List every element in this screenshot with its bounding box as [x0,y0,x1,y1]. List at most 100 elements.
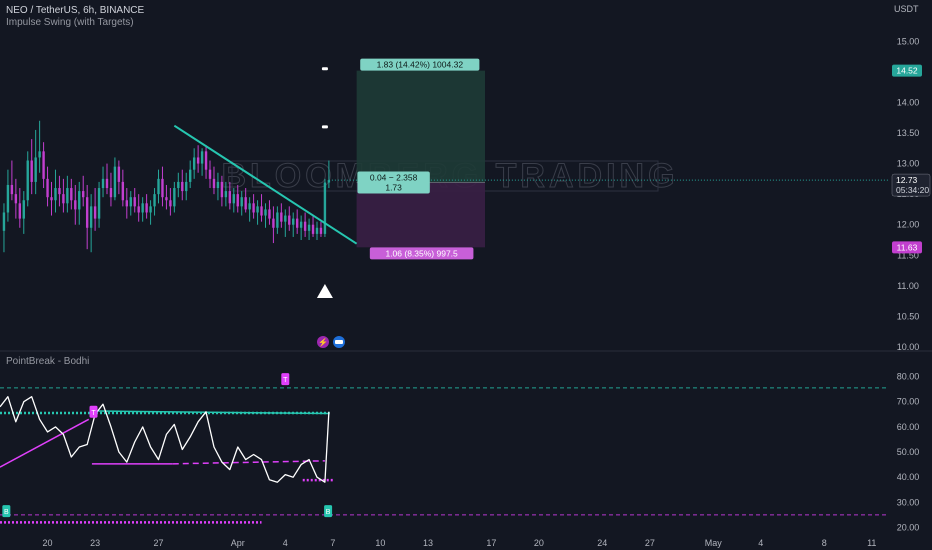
x-tick-label: 17 [486,538,496,548]
candle-body [236,194,239,207]
candle-body [70,188,73,201]
candle [232,188,235,213]
x-tick-label: 27 [153,538,163,548]
candle [97,181,101,228]
candle-body [173,188,176,207]
candle [181,169,184,201]
candle-body [177,181,180,189]
candle-body [157,178,160,195]
oscillator-legend[interactable]: PointBreak - Bodhi [6,356,90,367]
candle [46,166,49,207]
resistance-trendline [173,124,358,245]
candle-body [141,203,144,213]
candle [113,157,117,201]
candle [303,212,307,237]
x-tick-label: 27 [645,538,655,548]
oscillator-marker [89,405,98,418]
oscillator-marker-label: T [91,410,96,417]
candle [208,160,212,189]
candle-body [10,184,14,195]
candle-body [58,188,61,195]
oscillator-tick-label: 70.00 [897,397,920,407]
candle [319,221,323,237]
candle [101,166,105,198]
oscillator-tick-label: 80.00 [897,372,920,382]
candle-body [181,181,184,192]
candle-body [252,203,255,213]
candle [292,212,295,237]
oscillator-segment [172,460,325,465]
candle [220,175,224,207]
price-tick-label: 14.00 [897,97,920,107]
candle [161,166,164,207]
candle-body [284,215,287,222]
candle [299,215,303,240]
stop-label-text: 1.06 (8.35%) 997.5 [385,248,458,258]
candle [264,203,267,228]
oscillator-tick-label: 30.00 [897,497,920,507]
candle [272,206,275,244]
oscillator-line [0,396,330,483]
candle-body [18,203,22,219]
candle [26,151,29,207]
candle [38,120,41,173]
candle-body [200,151,204,164]
candle-body [66,188,69,204]
candle [50,181,53,216]
candle-body [224,191,228,198]
candle-body [78,191,81,210]
candle-body [105,178,109,189]
candle-body [169,200,172,207]
candle [323,178,327,237]
current-price-value: 12.73 [896,175,918,185]
candle [42,142,45,189]
candle-body [295,218,299,228]
candle-body [38,151,41,158]
candle [212,166,216,195]
price-badge-label: 14.52 [896,66,918,76]
candle [248,197,251,222]
oscillator-tick-label: 40.00 [897,472,920,482]
candle-body [145,203,148,213]
candle [30,139,33,195]
price-tick-label: 10.00 [897,342,920,352]
oscillator-tick-label: 60.00 [897,422,920,432]
candle-body [292,218,295,225]
oscillator-tick-label: 20.00 [897,522,920,532]
x-tick-label: 20 [43,538,53,548]
candle-body [212,178,216,189]
candle-body [54,188,57,201]
signal-mark [321,125,328,129]
candle [2,203,6,253]
target-label: 1.83 (14.42%) 1004.32 [360,58,480,71]
candle-body [268,209,271,219]
candle [244,188,247,213]
candle [129,191,132,216]
bar-countdown: 05:34:20 [896,185,929,195]
lightning-event-icon [317,336,329,348]
candle-body [264,209,267,216]
candle [295,209,299,234]
x-tick-label: 10 [375,538,385,548]
symbol-legend[interactable]: NEO / TetherUS, 6h, BINANCE [6,5,145,16]
candle-body [280,212,283,222]
candle-body [228,191,232,204]
candle-body [185,181,188,192]
indicator-legend[interactable]: Impulse Swing (with Targets) [6,17,134,28]
candle [121,169,125,207]
candle [157,169,160,204]
candle-body [22,200,25,219]
candle-body [26,160,29,201]
candle [54,169,57,213]
candle [189,160,192,189]
candle [256,200,259,225]
oscillator-segment [0,418,90,468]
x-tick-label: 7 [330,538,335,548]
candle [200,148,204,176]
candle-body [232,194,235,204]
x-tick-label: 4 [758,538,763,548]
candle [85,184,89,250]
x-tick-label: 24 [597,538,607,548]
oscillator-marker [2,505,11,518]
